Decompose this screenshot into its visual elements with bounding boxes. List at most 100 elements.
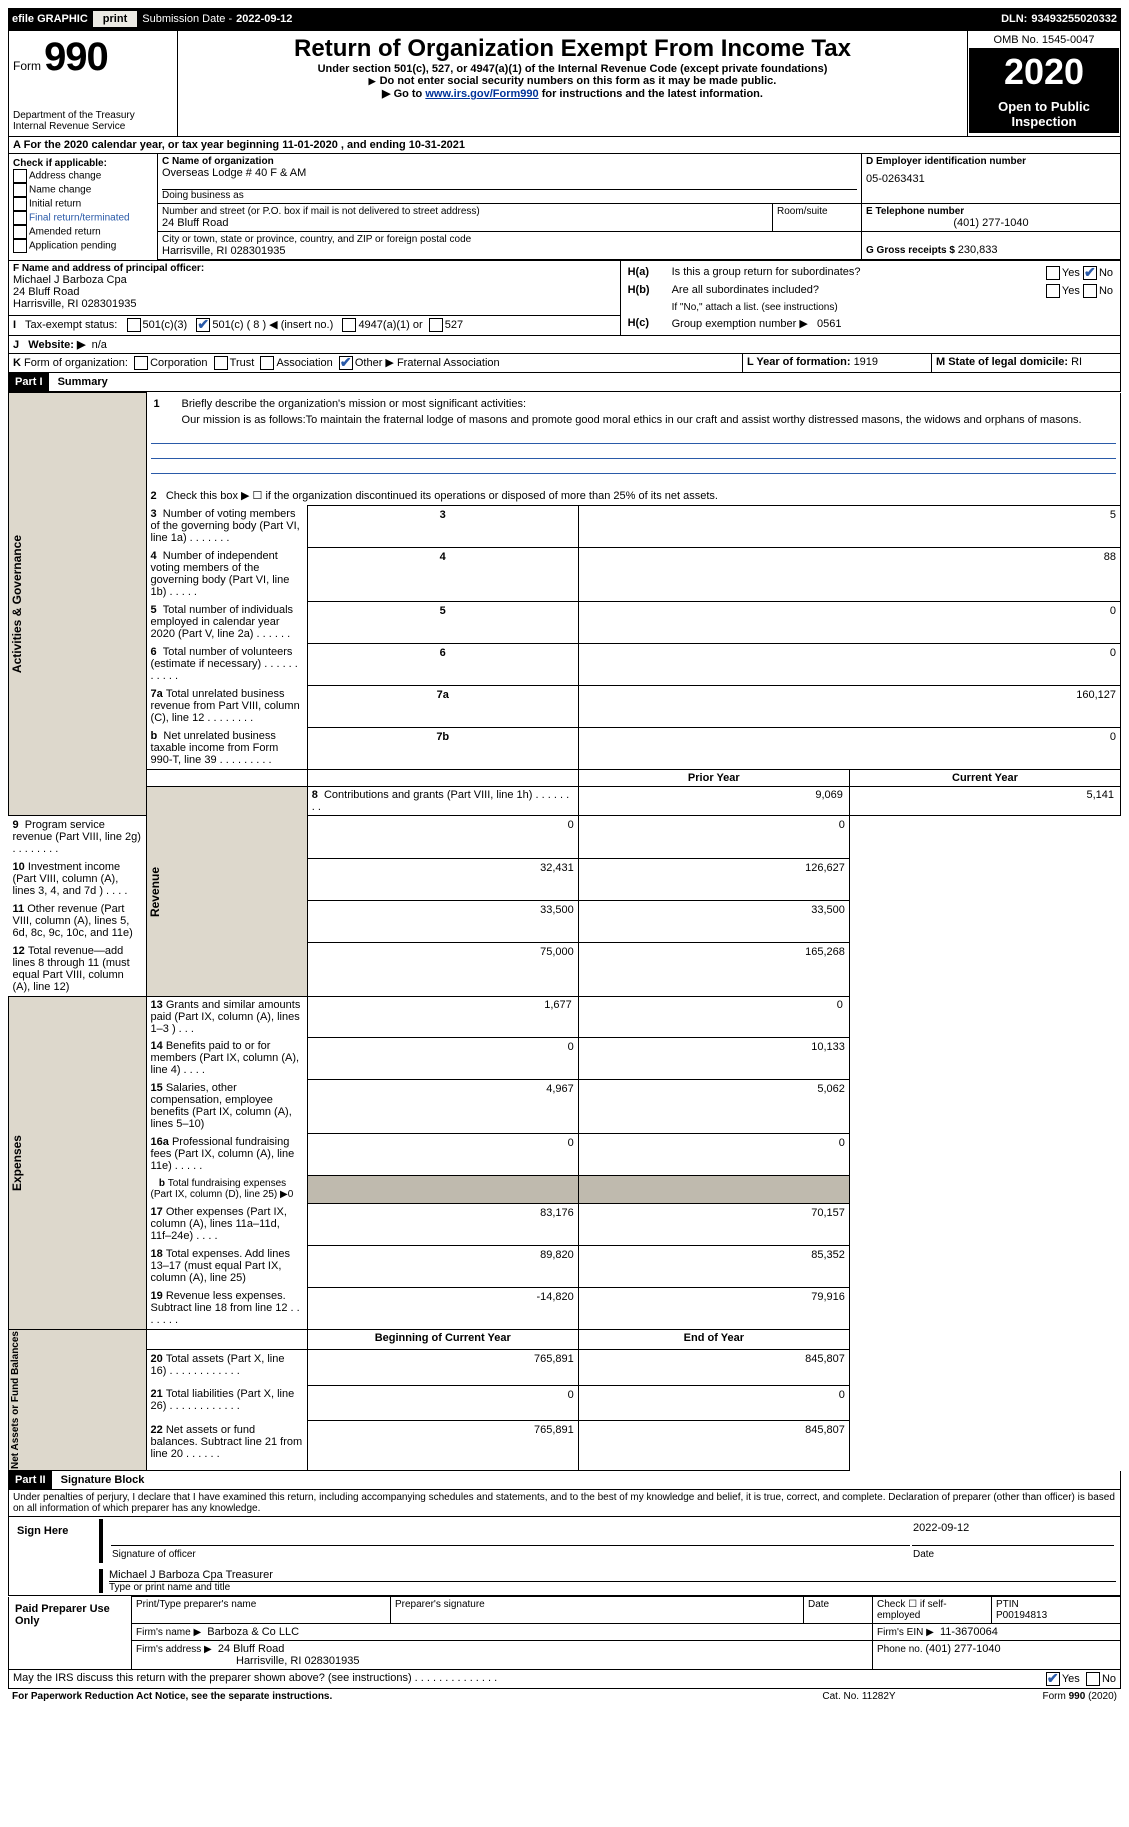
- state-domicile: RI: [1071, 356, 1082, 368]
- officer-name: Michael J Barboza Cpa: [13, 274, 616, 286]
- check-corp[interactable]: [134, 356, 148, 370]
- officer-city: Harrisville, RI 028301935: [13, 298, 616, 310]
- hc-text: Group exemption number ▶: [672, 318, 808, 330]
- check-other[interactable]: [339, 356, 353, 370]
- firm-addr2: Harrisville, RI 028301935: [136, 1655, 868, 1667]
- print-button[interactable]: print: [92, 10, 138, 28]
- ha-yes[interactable]: [1046, 266, 1060, 280]
- table-row: 3 Number of voting members of the govern…: [9, 505, 1121, 547]
- street-label: Number and street (or P.O. box if mail i…: [162, 206, 768, 217]
- submission-date: 2022-09-12: [236, 13, 292, 25]
- prep-sig-label: Preparer's signature: [391, 1597, 804, 1624]
- prior-year-hdr: Prior Year: [578, 770, 849, 787]
- room-label: Room/suite: [777, 206, 857, 217]
- prep-date-label: Date: [804, 1597, 873, 1624]
- dept-treasury: Department of the Treasury: [13, 110, 173, 121]
- side-revenue: Revenue: [148, 867, 162, 917]
- hb-yes[interactable]: [1046, 284, 1060, 298]
- check-address-change[interactable]: [13, 169, 27, 183]
- check-501c3[interactable]: [127, 318, 141, 332]
- ptin-value: P00194813: [996, 1610, 1116, 1621]
- firm-addr1: 24 Bluff Road: [218, 1643, 284, 1655]
- box-g-label: G Gross receipts $: [866, 245, 958, 256]
- table-row: 4 Number of independent voting members o…: [9, 547, 1121, 601]
- line-a: A For the 2020 calendar year, or tax yea…: [8, 137, 1121, 154]
- ha-text: Is this a group return for subordinates?: [671, 265, 1000, 281]
- check-final-return[interactable]: [13, 211, 27, 225]
- firm-phone: (401) 277-1040: [925, 1643, 1000, 1655]
- hb-no[interactable]: [1083, 284, 1097, 298]
- dln-label: DLN:: [1001, 13, 1027, 25]
- efile-label: efile GRAPHIC: [12, 13, 88, 25]
- line-i: I Tax-exempt status: 501(c)(3) 501(c) ( …: [9, 315, 621, 335]
- hb-note: If "No," attach a list. (see instruction…: [671, 301, 1114, 314]
- perjury-declaration: Under penalties of perjury, I declare th…: [8, 1490, 1121, 1516]
- hc-label: H(c): [627, 316, 669, 331]
- ein-value: 05-0263431: [866, 173, 1116, 185]
- part2: Part II Signature Block: [8, 1471, 1121, 1490]
- hb-text: Are all subordinates included?: [671, 283, 1000, 299]
- box-d-label: D Employer identification number: [866, 156, 1116, 167]
- check-501c[interactable]: [196, 318, 210, 332]
- side-governance: Activities & Governance: [10, 535, 24, 673]
- year-formation: 1919: [854, 356, 878, 368]
- hb-label: H(b): [627, 283, 669, 299]
- box-b: Check if applicable: Address change Name…: [9, 154, 158, 261]
- line-j: J Website: ▶ n/a: [8, 336, 1121, 354]
- discuss-no[interactable]: [1086, 1672, 1100, 1686]
- check-name-change[interactable]: [13, 183, 27, 197]
- table-row: b Net unrelated business taxable income …: [9, 727, 1121, 770]
- part2-hdr: Part II: [9, 1471, 52, 1489]
- sig-date-value: 2022-09-12: [912, 1521, 1114, 1546]
- sign-here-label: Sign Here: [9, 1517, 96, 1596]
- top-bar: efile GRAPHIC print Submission Date - 20…: [8, 8, 1121, 30]
- box-f-label: F Name and address of principal officer:: [13, 263, 616, 274]
- check-assoc[interactable]: [260, 356, 274, 370]
- check-initial-return[interactable]: [13, 197, 27, 211]
- eoy-hdr: End of Year: [578, 1330, 849, 1350]
- box-e-label: E Telephone number: [866, 206, 1116, 217]
- form990-link[interactable]: www.irs.gov/Form990: [425, 88, 538, 100]
- current-year-hdr: Current Year: [849, 770, 1120, 787]
- form-number: 990: [44, 35, 108, 79]
- city-value: Harrisville, RI 028301935: [162, 245, 857, 257]
- table-row: 7a Total unrelated business revenue from…: [9, 685, 1121, 727]
- part1: Part I Summary: [8, 373, 1121, 392]
- check-amended[interactable]: [13, 225, 27, 239]
- sig-officer-label: Signature of officer: [111, 1548, 910, 1561]
- q2-text: Check this box ▶ ☐ if the organization d…: [166, 490, 718, 502]
- firm-name: Barboza & Co LLC: [207, 1626, 299, 1638]
- table-row: 5 Total number of individuals employed i…: [9, 601, 1121, 643]
- telephone-value: (401) 277-1040: [866, 217, 1116, 229]
- check-4947[interactable]: [342, 318, 356, 332]
- paid-preparer-label: Paid Preparer Use Only: [9, 1597, 132, 1670]
- table-row: 6 Total number of volunteers (estimate i…: [9, 643, 1121, 685]
- check-trust[interactable]: [214, 356, 228, 370]
- tax-year: 2020: [969, 49, 1119, 95]
- submission-date-label: Submission Date -: [142, 13, 232, 25]
- open-inspection: Open to Public Inspection: [969, 95, 1119, 133]
- discuss-yes[interactable]: [1046, 1672, 1060, 1686]
- ha-no[interactable]: [1083, 266, 1097, 280]
- part2-title: Signature Block: [55, 1471, 151, 1489]
- mission-text: Our mission is as follows:To maintain th…: [181, 413, 1114, 427]
- street-value: 24 Bluff Road: [162, 217, 768, 229]
- hc-value: 0561: [817, 318, 841, 330]
- side-expenses: Expenses: [10, 1135, 24, 1191]
- sig-date-label: Date: [912, 1548, 1114, 1561]
- website-value: n/a: [92, 339, 107, 351]
- cat-no: Cat. No. 11282Y: [755, 1689, 963, 1704]
- city-label: City or town, state or province, country…: [162, 234, 857, 245]
- subtitle-2: Do not enter social security numbers on …: [369, 75, 777, 87]
- check-527[interactable]: [429, 318, 443, 332]
- dln-value: 93493255020332: [1031, 13, 1117, 25]
- gross-receipts: 230,833: [958, 244, 998, 256]
- ha-label: H(a): [627, 265, 669, 281]
- check-application-pending[interactable]: [13, 239, 27, 253]
- omb-number: OMB No. 1545-0047: [969, 32, 1119, 49]
- box-b-label: Check if applicable:: [13, 158, 153, 169]
- other-form-value: Fraternal Association: [397, 357, 500, 369]
- officer-street: 24 Bluff Road: [13, 286, 616, 298]
- firm-ein: 11-3670064: [940, 1626, 998, 1638]
- prep-name-label: Print/Type preparer's name: [132, 1597, 391, 1624]
